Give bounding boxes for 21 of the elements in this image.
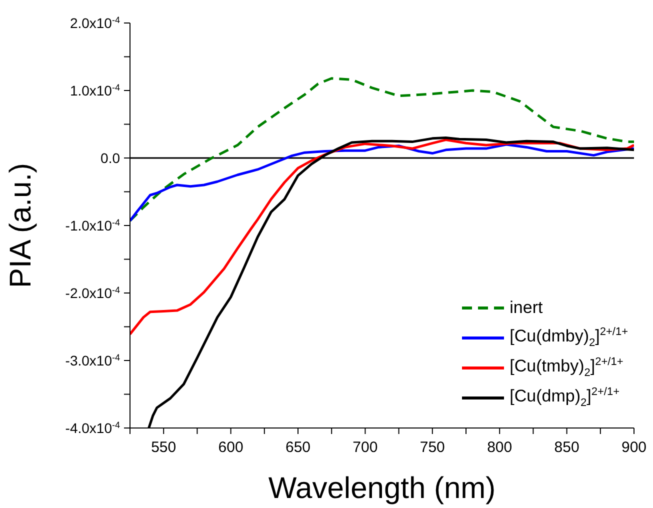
legend-label: [Cu(tmby)$_{2}$]$^{2+/1+}$: [510, 356, 624, 380]
x-tick-label: 600: [218, 439, 244, 456]
y-tick-label: -1.0x10$^{-4}$: [65, 218, 120, 234]
x-tick-label: 700: [352, 439, 378, 456]
x-tick-label: 750: [420, 439, 445, 456]
y-tick-label: -2.0x10$^{-4}$: [65, 285, 120, 301]
legend-label: [Cu(dmby)$_{2}$]$^{2+/1+}$: [510, 326, 628, 350]
y-tick-label: -4.0x10$^{-4}$: [65, 420, 120, 436]
legend-label: inert: [510, 298, 543, 317]
x-tick-label: 650: [285, 439, 311, 456]
x-tick-label: 800: [487, 439, 512, 456]
y-tick-label: 2.0x10$^{-4}$: [70, 15, 120, 31]
y-tick-label: 1.0x10$^{-4}$: [70, 82, 120, 98]
y-axis-title: PIA (a.u.): [4, 162, 38, 288]
y-tick-label: 0.0: [100, 150, 120, 166]
y-tick-label: -3.0x10$^{-4}$: [65, 352, 120, 368]
x-tick-label: 850: [554, 439, 580, 456]
x-tick-label: 900: [621, 439, 647, 456]
x-axis-title: Wavelength (nm): [268, 472, 496, 505]
legend-label: [Cu(dmp)$_{2}$]$^{2+/1+}$: [510, 386, 620, 410]
x-tick-label: 550: [151, 439, 176, 456]
